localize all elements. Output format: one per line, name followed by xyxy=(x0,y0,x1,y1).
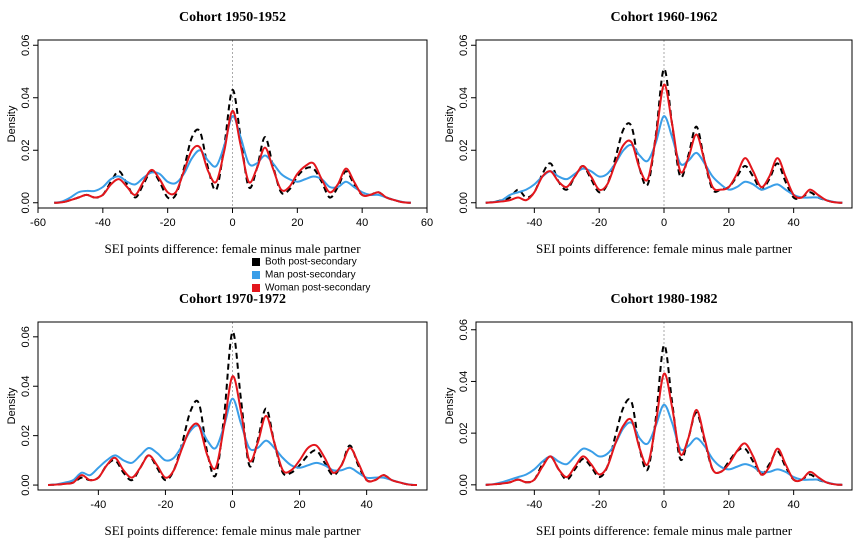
chart-title: Cohort 1950-1952 xyxy=(179,10,286,25)
y-tick-label: 0.02 xyxy=(458,422,470,443)
chart-title: Cohort 1960-1962 xyxy=(611,10,718,25)
x-tick-label: 0 xyxy=(229,499,235,511)
x-tick-label: 0 xyxy=(661,499,667,511)
x-tick-label: 40 xyxy=(356,217,368,229)
x-tick-label: 20 xyxy=(723,499,735,511)
x-tick-label: -20 xyxy=(157,499,173,511)
x-tick-label: 40 xyxy=(788,217,800,229)
x-axis-label: SEI points difference: female minus male… xyxy=(104,523,361,538)
y-tick-label: 0.04 xyxy=(458,87,470,108)
legend-swatch xyxy=(252,258,260,266)
density-line xyxy=(54,115,411,204)
y-tick-label: 0.06 xyxy=(20,326,32,347)
y-tick-label: 0.06 xyxy=(458,319,470,340)
y-axis-label: Density xyxy=(444,105,456,142)
density-line xyxy=(54,109,411,204)
density-line xyxy=(485,372,843,486)
x-tick-label: -20 xyxy=(591,217,607,229)
legend-label: Woman post-secondary xyxy=(265,283,370,294)
x-tick-label: 20 xyxy=(293,499,305,511)
y-axis-label: Density xyxy=(6,387,18,424)
density-line xyxy=(485,67,843,204)
y-tick-label: 0.04 xyxy=(20,87,32,108)
plot-frame xyxy=(475,321,853,491)
x-tick-label: -40 xyxy=(526,217,542,229)
plot-frame xyxy=(475,39,853,209)
plot-area xyxy=(47,322,418,490)
x-axis-label: SEI points difference: female minus male… xyxy=(536,241,793,256)
x-tick-label: -40 xyxy=(526,499,542,511)
density-line xyxy=(48,375,417,487)
y-tick-label: 0.06 xyxy=(458,35,470,56)
x-tick-label: -40 xyxy=(90,499,106,511)
y-tick-label: 0.06 xyxy=(20,35,32,56)
x-tick-label: 0 xyxy=(229,217,235,229)
plot-area xyxy=(485,40,843,208)
x-tick-label: -20 xyxy=(591,499,607,511)
x-tick-label: -20 xyxy=(160,217,176,229)
y-tick-label: 0.02 xyxy=(20,425,32,446)
y-tick-label: 0.00 xyxy=(20,192,32,213)
x-tick-label: 40 xyxy=(788,499,800,511)
y-axis-label: Density xyxy=(6,105,18,142)
y-tick-label: 0.00 xyxy=(458,474,470,495)
x-axis-label: SEI points difference: female minus male… xyxy=(104,241,361,256)
x-tick-label: 40 xyxy=(361,499,373,511)
y-tick-label: 0.00 xyxy=(20,474,32,495)
plot-frame xyxy=(37,321,428,491)
y-axis-label: Density xyxy=(444,387,456,424)
x-tick-label: -40 xyxy=(95,217,111,229)
x-tick-label: 60 xyxy=(421,217,433,229)
plot-area xyxy=(485,322,843,490)
x-tick-label: 20 xyxy=(723,217,735,229)
y-tick-label: 0.04 xyxy=(20,376,32,397)
legend-swatch xyxy=(252,284,260,292)
x-tick-label: -60 xyxy=(30,217,46,229)
density-line xyxy=(485,403,843,486)
legend-label: Both post-secondary xyxy=(265,257,357,268)
legend-swatch xyxy=(252,271,260,279)
y-tick-label: 0.02 xyxy=(458,140,470,161)
density-line xyxy=(47,397,418,487)
chart-title: Cohort 1980-1982 xyxy=(611,292,718,307)
chart-title: Cohort 1970-1972 xyxy=(179,292,286,307)
density-line xyxy=(485,83,843,204)
plot-area xyxy=(54,40,411,208)
y-tick-label: 0.00 xyxy=(458,192,470,213)
plot-frame xyxy=(37,39,428,209)
y-tick-label: 0.02 xyxy=(20,140,32,161)
y-tick-label: 0.04 xyxy=(458,371,470,392)
x-tick-label: 0 xyxy=(661,217,667,229)
legend-label: Man post-secondary xyxy=(265,270,356,281)
x-tick-label: 20 xyxy=(291,217,303,229)
x-axis-label: SEI points difference: female minus male… xyxy=(536,523,793,538)
